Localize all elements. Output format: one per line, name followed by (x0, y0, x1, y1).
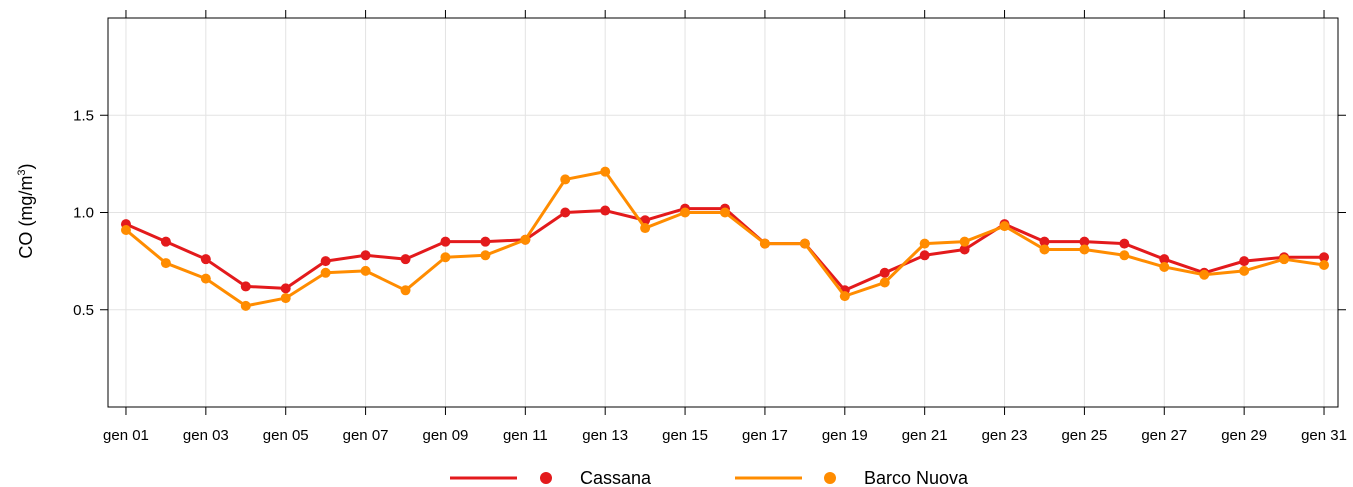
data-point (1119, 238, 1130, 249)
data-point (839, 291, 850, 302)
x-tick-label: gen 21 (902, 427, 948, 444)
data-point (480, 236, 491, 247)
x-tick-label: gen 03 (183, 427, 229, 444)
x-tick-label: gen 09 (423, 427, 469, 444)
data-point (200, 273, 211, 284)
x-tick-label: gen 25 (1061, 427, 1107, 444)
data-point (1159, 261, 1170, 272)
legend-label-barco-nuova: Barco Nuova (864, 468, 969, 487)
x-tick-label: gen 19 (822, 427, 868, 444)
data-point (280, 293, 291, 304)
series-line (125, 170, 1325, 308)
data-point (879, 277, 890, 288)
data-point (160, 236, 171, 247)
data-point (280, 283, 291, 294)
data-point (999, 221, 1010, 232)
data-point (240, 300, 251, 311)
data-point (440, 236, 451, 247)
data-point (640, 223, 651, 234)
data-point (1079, 244, 1090, 255)
data-point (600, 166, 611, 177)
axes: gen 01 gen 03 gen 05 gen 07 gen 09 gen 11 gen … (73, 10, 1347, 444)
x-tick-label: gen 31 (1301, 427, 1347, 444)
y-tick-label: 1.0 (73, 205, 94, 222)
y-tick-label: 0.5 (73, 302, 94, 319)
x-tick-label: gen 23 (982, 427, 1028, 444)
data-point (1159, 254, 1170, 265)
series-barco-nuova (120, 166, 1330, 311)
data-point (600, 205, 611, 216)
legend-item-barco-nuova: Barco Nuova (735, 468, 969, 487)
data-point (1279, 254, 1290, 265)
data-point (919, 250, 930, 261)
data-point (1319, 260, 1330, 271)
x-tick-label: gen 11 (503, 427, 548, 444)
legend-marker-cassana (540, 472, 552, 484)
series-line (125, 207, 1325, 292)
data-point (719, 207, 730, 218)
data-point (759, 238, 770, 249)
data-point (360, 250, 371, 261)
data-point (560, 174, 571, 185)
data-point (360, 265, 371, 276)
x-tick-label: gen 29 (1221, 427, 1267, 444)
data-point (560, 207, 571, 218)
data-point (200, 254, 211, 265)
data-point (520, 234, 531, 245)
data-point (120, 225, 131, 236)
legend-label-cassana: Cassana (580, 468, 652, 487)
data-point (1119, 250, 1130, 261)
data-point (1239, 256, 1250, 267)
data-point (440, 252, 451, 263)
data-point (400, 254, 411, 265)
data-point (680, 207, 691, 218)
data-point (799, 238, 810, 249)
data-point (1199, 269, 1210, 280)
data-point (959, 244, 970, 255)
legend-item-cassana: Cassana (450, 468, 652, 487)
data-point (160, 258, 171, 269)
x-tick-label: gen 05 (263, 427, 309, 444)
data-point (320, 256, 331, 267)
y-axis-title: CO (mg/m3) (16, 163, 36, 258)
data-point (1319, 252, 1330, 263)
legend-marker-barco-nuova (824, 472, 836, 484)
data-point (919, 238, 930, 249)
x-tick-label: gen 17 (742, 427, 788, 444)
x-tick-label: gen 07 (343, 427, 389, 444)
data-point (1079, 236, 1090, 247)
data-point (240, 281, 251, 292)
y-tick-label: 1.5 (73, 107, 94, 124)
data-point (400, 285, 411, 296)
legend: Cassana Barco Nuova (450, 468, 969, 487)
x-tick-label: gen 15 (662, 427, 708, 444)
data-point (480, 250, 491, 261)
data-point (1039, 236, 1050, 247)
x-tick-label: gen 13 (582, 427, 628, 444)
data-point (959, 236, 970, 247)
series-layer (120, 166, 1330, 311)
x-tick-label: gen 01 (103, 427, 149, 444)
data-point (320, 267, 331, 278)
x-tick-label: gen 27 (1141, 427, 1187, 444)
data-point (1039, 244, 1050, 255)
data-point (879, 267, 890, 278)
data-point (1239, 265, 1250, 276)
